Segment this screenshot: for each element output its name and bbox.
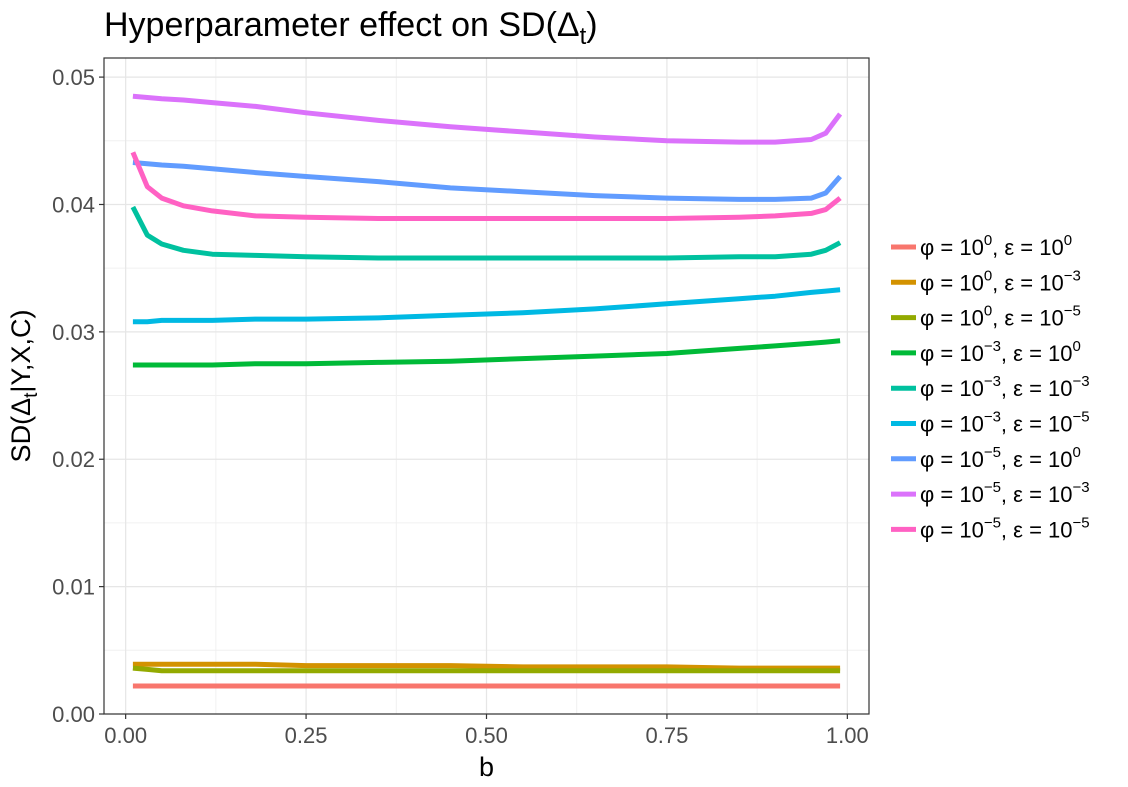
chart-title-subscript: t [580, 23, 587, 50]
chart-title-close: ) [586, 6, 597, 44]
series-line-3 [132, 665, 841, 674]
x-tick-label: 0.25 [285, 723, 328, 748]
legend-item: φ = 100, ε = 10−5 [891, 303, 1081, 331]
y-tick-label: 0.04 [52, 192, 95, 217]
y-tick-label: 0.01 [52, 575, 95, 600]
legend-item: φ = 10−5, ε = 10−3 [891, 479, 1090, 507]
legend-label: φ = 100, ε = 100 [920, 232, 1072, 260]
legend-label: φ = 10−3, ε = 10−5 [920, 409, 1090, 437]
y-axis-title: SD(Δt|Y,X,C) [6, 310, 42, 463]
y-tick-label: 0.05 [52, 65, 95, 90]
series-line-2 [132, 661, 841, 671]
legend-item: φ = 10−5, ε = 10−5 [891, 514, 1090, 542]
y-tick-label: 0.00 [52, 702, 95, 727]
series-line-7 [132, 160, 842, 202]
legend-label: φ = 10−5, ε = 10−3 [920, 479, 1090, 507]
series-line-6 [132, 287, 841, 325]
legend-item: φ = 100, ε = 10−3 [891, 267, 1081, 295]
legend-item: φ = 10−5, ε = 100 [891, 444, 1081, 472]
chart-title: Hyperparameter effect on SD(Δt) [104, 6, 598, 50]
series-line-5 [130, 205, 842, 261]
x-tick-label: 0.75 [646, 723, 689, 748]
legend-label: φ = 10−3, ε = 100 [920, 338, 1081, 366]
legend-label: φ = 10−5, ε = 100 [920, 444, 1081, 472]
x-axis-title: b [479, 752, 494, 782]
x-tick-label: 1.00 [826, 723, 869, 748]
y-axis-title-rest: |Y,X,C) [6, 310, 36, 393]
legend-label: φ = 10−3, ε = 10−3 [920, 373, 1090, 401]
series-line-4 [132, 338, 841, 368]
legend-item: φ = 10−3, ε = 10−3 [891, 373, 1090, 401]
legend-label: φ = 10−5, ε = 10−5 [920, 514, 1090, 542]
legend-item: φ = 100, ε = 100 [891, 232, 1072, 260]
series-lines [130, 93, 843, 689]
legend-label: φ = 100, ε = 10−5 [920, 303, 1081, 331]
y-tick-label: 0.02 [52, 447, 95, 472]
x-tick-label: 0.00 [104, 723, 147, 748]
series-line-9 [130, 151, 842, 221]
legend-item: φ = 10−3, ε = 10−5 [891, 409, 1090, 437]
legend: φ = 100, ε = 100 φ = 100, ε = 10−3 φ = 100… [891, 232, 1090, 542]
axis-ticks: 0.00 0.25 0.50 0.75 1.00 0.00 0.01 0.02 0.03 0.04… [52, 65, 869, 748]
y-axis-title-subscript: t [21, 392, 42, 398]
legend-label: φ = 100, ε = 10−3 [920, 267, 1081, 295]
y-tick-label: 0.03 [52, 320, 95, 345]
series-line-8 [132, 93, 843, 145]
x-tick-label: 0.50 [465, 723, 508, 748]
legend-item: φ = 10−3, ε = 100 [891, 338, 1081, 366]
